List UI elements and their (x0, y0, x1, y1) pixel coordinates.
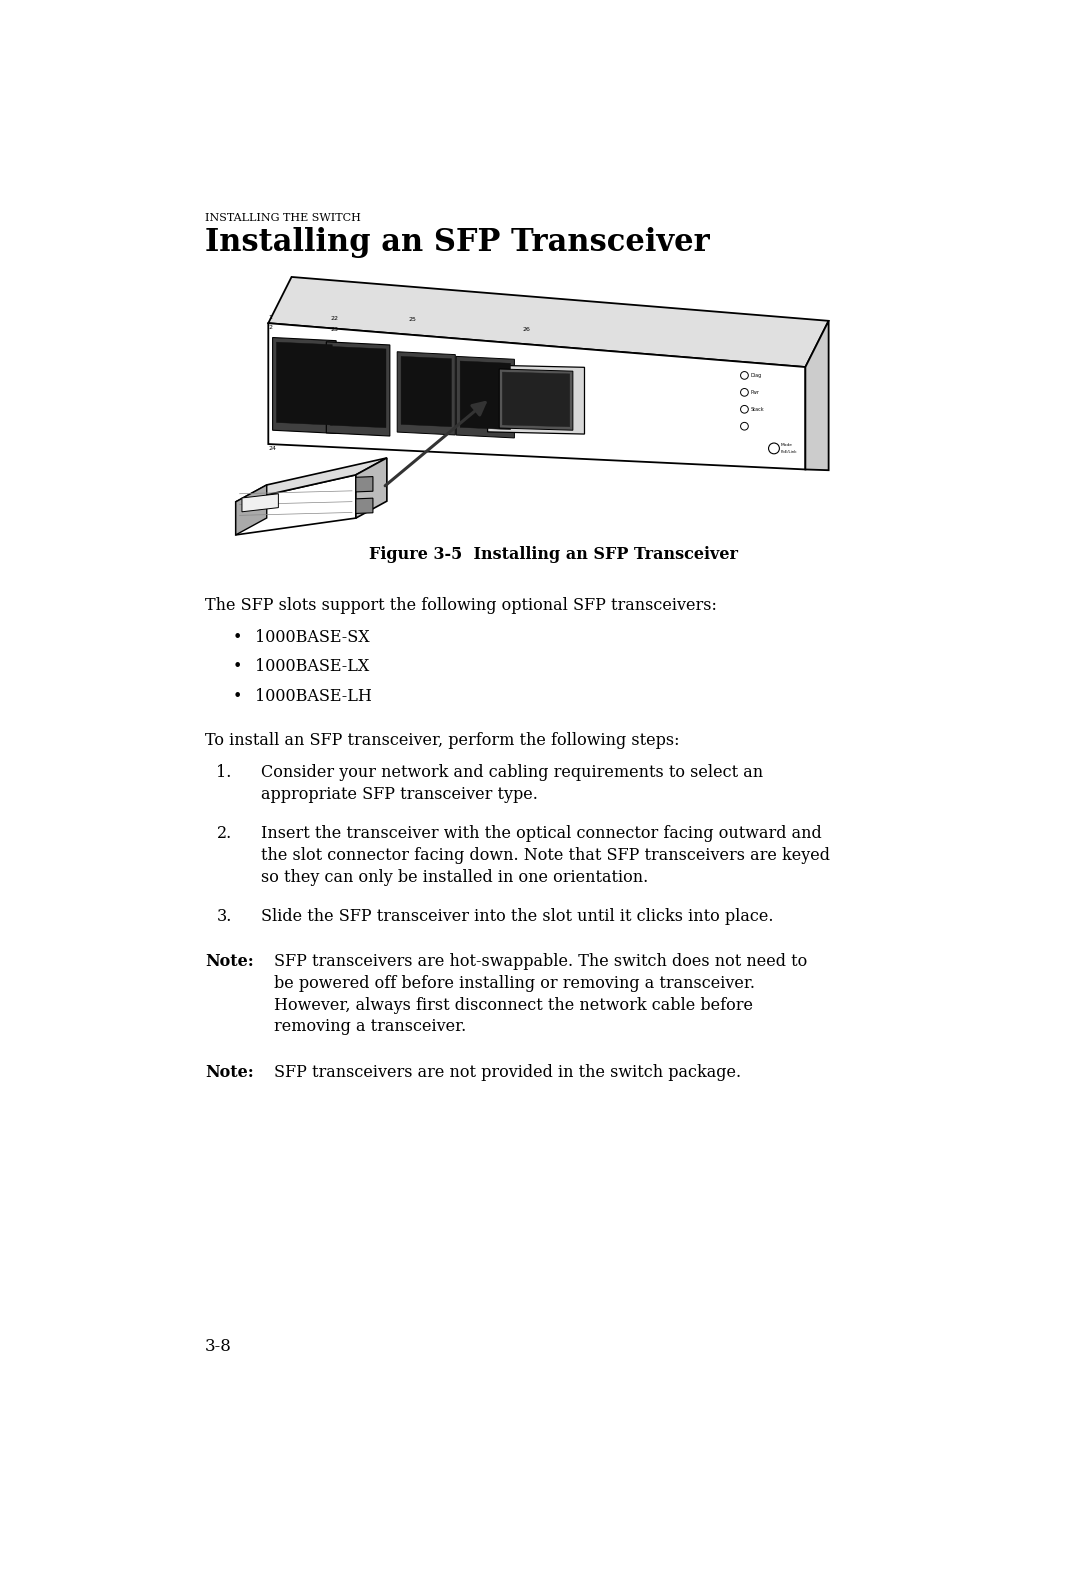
Polygon shape (356, 498, 373, 513)
Text: The SFP slots support the following optional SFP transceivers:: The SFP slots support the following opti… (205, 597, 717, 614)
Polygon shape (499, 369, 572, 430)
Text: 1000BASE-LH: 1000BASE-LH (255, 688, 372, 705)
Text: Note:: Note: (205, 953, 254, 970)
Text: Slide the SFP transceiver into the slot until it clicks into place.: Slide the SFP transceiver into the slot … (260, 907, 773, 925)
Text: Insert the transceiver with the optical connector facing outward and: Insert the transceiver with the optical … (260, 824, 821, 842)
Text: SFP transceivers are not provided in the switch package.: SFP transceivers are not provided in the… (274, 1063, 742, 1080)
Polygon shape (356, 458, 387, 518)
Text: 1000BASE-SX: 1000BASE-SX (255, 630, 369, 645)
Circle shape (741, 405, 748, 413)
Polygon shape (330, 347, 386, 427)
Polygon shape (326, 342, 390, 436)
Text: 26: 26 (523, 327, 530, 331)
Text: INSTALLING THE SWITCH: INSTALLING THE SWITCH (205, 214, 361, 223)
Polygon shape (235, 458, 387, 502)
Text: so they can only be installed in one orientation.: so they can only be installed in one ori… (260, 868, 648, 885)
Text: To install an SFP transceiver, perform the following steps:: To install an SFP transceiver, perform t… (205, 732, 679, 749)
Polygon shape (268, 323, 806, 469)
Text: Mode: Mode (781, 443, 793, 446)
Polygon shape (806, 320, 828, 471)
Circle shape (741, 388, 748, 396)
Polygon shape (276, 342, 333, 425)
Polygon shape (460, 361, 511, 430)
Text: 1000BASE-LX: 1000BASE-LX (255, 658, 369, 675)
Polygon shape (397, 352, 456, 435)
Text: 3-8: 3-8 (205, 1338, 231, 1355)
Text: •: • (232, 688, 242, 705)
Text: 2.: 2. (217, 824, 232, 842)
Text: 1: 1 (269, 316, 272, 320)
Text: SFP transceivers are hot-swappable. The switch does not need to: SFP transceivers are hot-swappable. The … (274, 953, 808, 970)
Text: 1.: 1. (216, 765, 232, 780)
Text: be powered off before installing or removing a transceiver.: be powered off before installing or remo… (274, 975, 756, 992)
Polygon shape (356, 477, 373, 491)
Text: 22: 22 (330, 316, 339, 322)
Text: However, always first disconnect the network cable before: However, always first disconnect the net… (274, 997, 754, 1014)
Text: •: • (232, 658, 242, 675)
Circle shape (741, 422, 748, 430)
Text: Consider your network and cabling requirements to select an: Consider your network and cabling requir… (260, 765, 762, 780)
Text: Figure 3-5  Installing an SFP Transceiver: Figure 3-5 Installing an SFP Transceiver (369, 546, 738, 564)
Text: 3.: 3. (216, 907, 232, 925)
Text: Stack: Stack (751, 407, 765, 411)
Text: Installing an SFP Transceiver: Installing an SFP Transceiver (205, 226, 710, 257)
Text: 23: 23 (330, 327, 339, 331)
Text: Note:: Note: (205, 1063, 254, 1080)
Text: 24: 24 (269, 446, 276, 451)
Polygon shape (268, 276, 828, 367)
Text: removing a transceiver.: removing a transceiver. (274, 1019, 467, 1036)
Text: •: • (232, 630, 242, 645)
Circle shape (741, 372, 748, 380)
Text: Pwr: Pwr (751, 389, 759, 394)
Circle shape (769, 443, 780, 454)
Polygon shape (487, 366, 584, 433)
Polygon shape (502, 372, 570, 427)
Text: PoE/Link: PoE/Link (781, 451, 797, 454)
Polygon shape (456, 356, 514, 438)
Text: 2: 2 (269, 325, 273, 330)
Polygon shape (272, 338, 336, 433)
Polygon shape (401, 356, 451, 427)
Polygon shape (242, 493, 279, 512)
Polygon shape (235, 485, 267, 535)
Text: 25: 25 (409, 317, 417, 322)
Text: appropriate SFP transceiver type.: appropriate SFP transceiver type. (260, 787, 538, 802)
Polygon shape (235, 474, 356, 535)
Text: Diag: Diag (751, 374, 761, 378)
Text: the slot connector facing down. Note that SFP transceivers are keyed: the slot connector facing down. Note tha… (260, 846, 829, 864)
